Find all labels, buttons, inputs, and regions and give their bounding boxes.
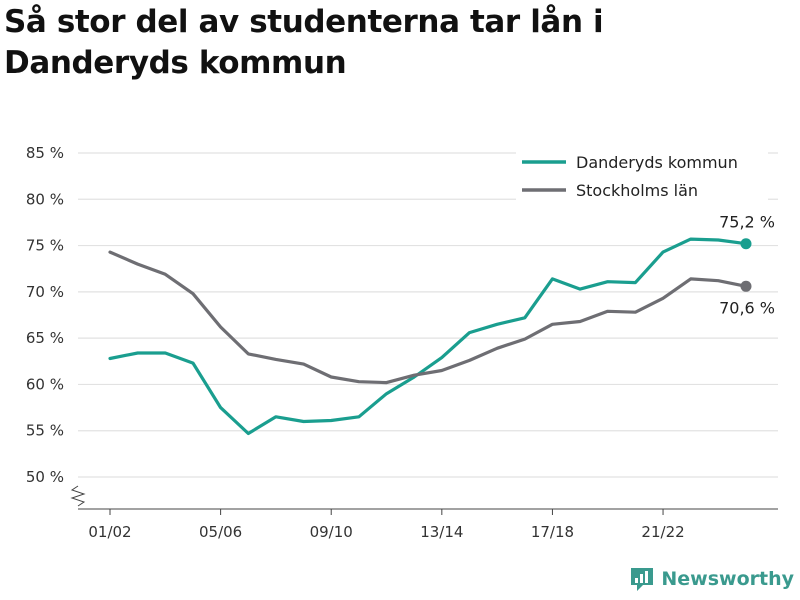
series-line: [108, 250, 748, 385]
chart-title: Så stor del av studenterna tar lån i Dan…: [4, 4, 604, 81]
legend: Danderyds kommun Stockholms län: [522, 153, 738, 200]
axis-break-icon: [70, 485, 86, 507]
y-tick-label: 80 %: [26, 190, 64, 208]
legend-box: [516, 146, 768, 208]
end-labels: 75,2 % 70,6 %: [719, 213, 775, 318]
y-tick-label: 70 %: [26, 283, 64, 301]
y-tick-label: 85 %: [26, 144, 64, 162]
x-tick-label: 17/18: [531, 523, 574, 541]
legend-label: Stockholms län: [576, 181, 698, 200]
x-axis: [70, 485, 778, 510]
y-tick-label: 75 %: [26, 237, 64, 255]
series-lines: [108, 237, 752, 436]
end-value-label: 70,6 %: [719, 298, 775, 317]
y-tick-label: 65 %: [26, 329, 64, 347]
x-tick-label: 01/02: [88, 523, 131, 541]
y-tick-label: 50 %: [26, 468, 64, 486]
newsworthy-logo-icon: [631, 568, 654, 591]
x-tick-label: 21/22: [641, 523, 684, 541]
series-line: [108, 237, 748, 436]
brand-name: Newsworthy: [661, 568, 794, 590]
legend-background: [516, 146, 768, 208]
y-axis-ticks: 50 % 55 % 60 % 65 % 70 % 75 % 80 % 85 %: [26, 144, 64, 486]
end-point: [740, 238, 752, 250]
x-tick-label: 13/14: [420, 523, 463, 541]
brand-logo: Newsworthy: [629, 566, 794, 592]
legend-label: Danderyds kommun: [576, 153, 738, 172]
y-tick-label: 55 %: [26, 422, 64, 440]
y-tick-label: 60 %: [26, 375, 64, 393]
x-tick-label: 09/10: [310, 523, 353, 541]
end-value-label: 75,2 %: [719, 213, 775, 232]
x-axis-ticks: 01/02 05/06 09/10 13/14 17/18 21/22: [88, 509, 685, 541]
x-tick-label: 05/06: [199, 523, 242, 541]
end-point: [740, 280, 752, 292]
